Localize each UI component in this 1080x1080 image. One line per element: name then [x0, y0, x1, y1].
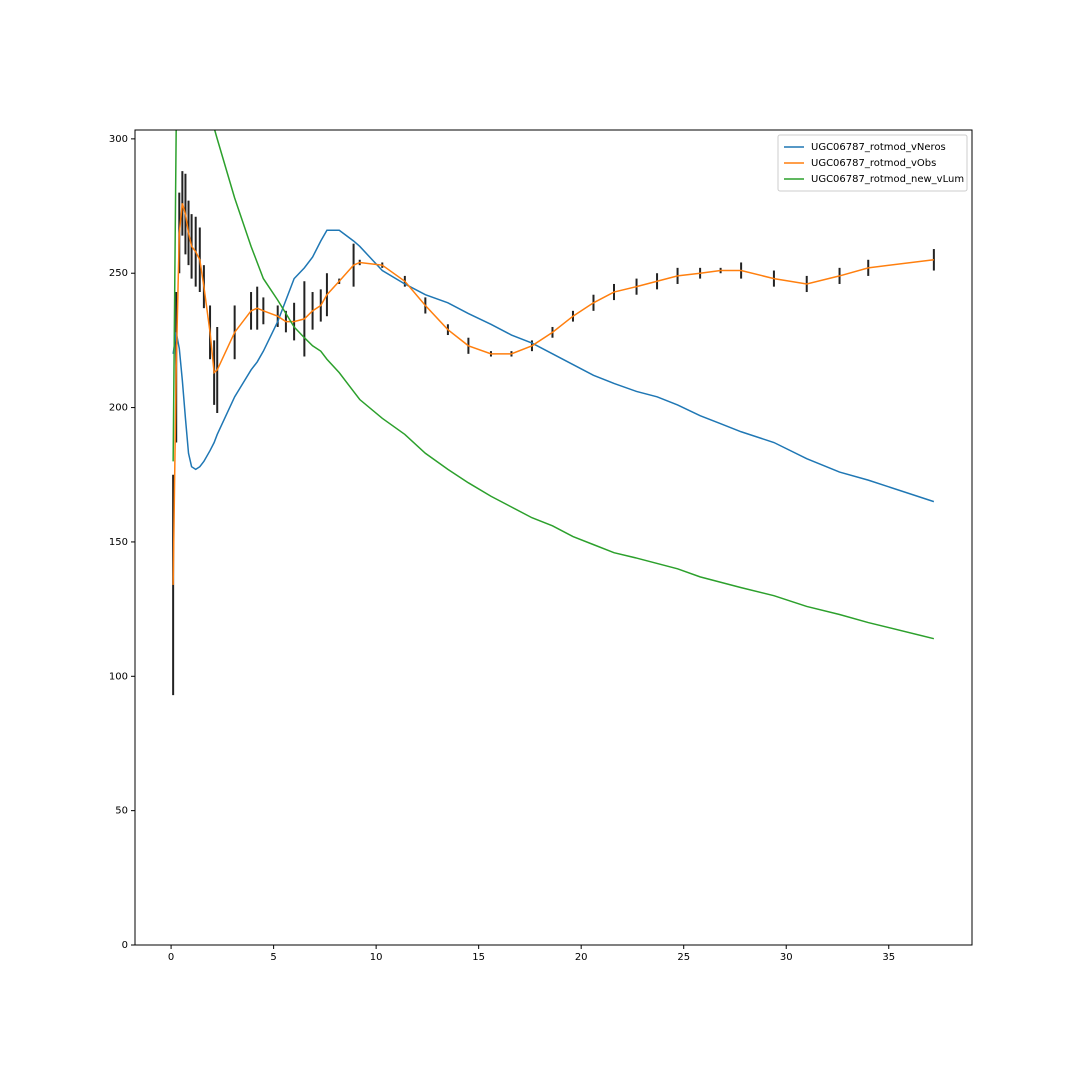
x-tick-label: 30: [780, 952, 793, 963]
legend-label: UGC06787_rotmod_vObs: [811, 158, 936, 169]
y-tick-label: 0: [122, 940, 128, 951]
legend-label: UGC06787_rotmod_vNeros: [811, 142, 946, 153]
y-tick-label: 250: [109, 268, 128, 279]
x-tick-label: 15: [472, 952, 485, 963]
series-line: [172, 130, 935, 640]
legend-label: UGC06787_rotmod_new_vLum: [811, 174, 964, 185]
x-tick-label: 25: [677, 952, 690, 963]
legend-box: [777, 134, 968, 192]
x-tick-label: 0: [168, 952, 174, 963]
y-tick-label: 200: [109, 403, 128, 414]
y-tick-label: 150: [109, 537, 128, 548]
axes-frame: [134, 129, 973, 946]
y-tick-label: 100: [109, 671, 128, 682]
series-line: [172, 229, 935, 503]
x-tick-label: 35: [882, 952, 895, 963]
x-tick-label: 10: [370, 952, 383, 963]
y-tick-label: 50: [115, 806, 128, 817]
series-line: [172, 203, 934, 585]
legend: UGC06787_rotmod_vNeros UGC06787_rotmod_vO…: [777, 134, 968, 192]
plot-area: [172, 130, 935, 696]
x-tick-label: 5: [270, 952, 276, 963]
y-tick-label: 300: [109, 134, 128, 145]
x-tick-label: 20: [575, 952, 588, 963]
